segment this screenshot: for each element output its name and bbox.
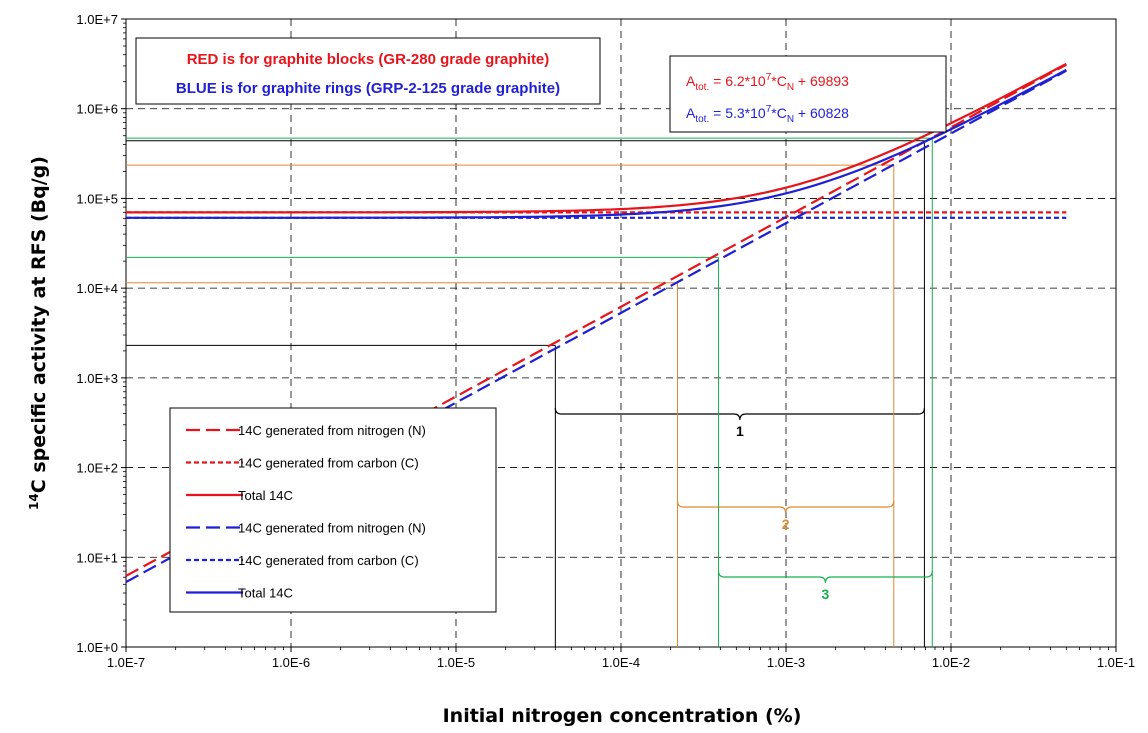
range-annotations: 1 2 3 [126,137,933,647]
equation-red: Atot. = 6.2*107*CN + 69893 [686,72,849,93]
y-tick-labels: 1.0E+0 1.0E+1 1.0E+2 1.0E+3 1.0E+4 1.0E+5 1.0E… [76,12,126,655]
legend-label-4: 14C generated from nitrogen (N) [238,521,426,536]
y-tick-label: 1.0E+5 [76,191,118,206]
range-2-label: 2 [782,516,790,532]
grid [126,19,1116,647]
equation-frame [669,55,947,133]
y-tick-label: 1.0E+1 [76,550,118,565]
range-1-label: 1 [736,423,744,439]
equation-blue: Atot. = 5.3*107*CN + 60828 [686,104,849,125]
range-3-brace [717,570,933,584]
y-tick-label: 1.0E+3 [76,371,118,386]
x-tick-label: 1.0E-6 [272,655,310,670]
x-tick-label: 1.0E-7 [107,655,145,670]
legend: 14C generated from nitrogen (N) 14C gener… [169,407,497,613]
y-tick-label: 1.0E+7 [76,12,118,27]
x-tick-label: 1.0E-3 [767,655,805,670]
range-1-brace [554,407,926,421]
legend-label-5: 14C generated from carbon (C) [238,553,419,568]
equation-box: Atot. = 6.2*107*CN + 69893 Atot. = 5.3*1… [669,55,947,133]
legend-frame [169,407,497,613]
note-red: RED is for graphite blocks (GR-280 grade… [187,51,550,68]
x-tick-label: 1.0E-1 [1097,655,1135,670]
range-3-label: 3 [821,586,829,602]
x-tick-label: 1.0E-2 [932,655,970,670]
y-tick-label: 1.0E+0 [76,640,118,655]
y-tick-label: 1.0E+6 [76,102,118,117]
y-axis-title-superscript: 14 [27,493,41,510]
color-note-box: RED is for graphite blocks (GR-280 grade… [135,37,601,105]
note-blue: BLUE is for graphite rings (GRP-2-125 gr… [176,80,560,97]
range-2-brace [676,500,895,514]
x-tick-label: 1.0E-4 [602,655,640,670]
color-note-frame [135,37,601,105]
x-tick-label: 1.0E-5 [437,655,475,670]
y-axis-title: 14C specific activity at RFS (Bq/g) [27,156,50,510]
x-tick-labels: 1.0E-7 1.0E-6 1.0E-5 1.0E-4 1.0E-3 1.0E-2 1.0E… [107,647,1135,670]
legend-label-6: Total 14C [238,586,293,601]
y-tick-label: 1.0E+2 [76,461,118,476]
legend-label-3: Total 14C [238,488,293,503]
series-line-3 [126,62,1067,214]
y-tick-label: 1.0E+4 [76,281,118,296]
series-line-6 [126,68,1067,219]
legend-label-2: 14C generated from carbon (C) [238,456,419,471]
legend-label-1: 14C generated from nitrogen (N) [238,423,426,438]
series-line-4 [125,69,1067,583]
series-lines [125,62,1067,583]
x-axis-title: Initial nitrogen concentration (%) [443,705,802,727]
y-axis-title-main: C specific activity at RFS (Bq/g) [28,156,50,493]
